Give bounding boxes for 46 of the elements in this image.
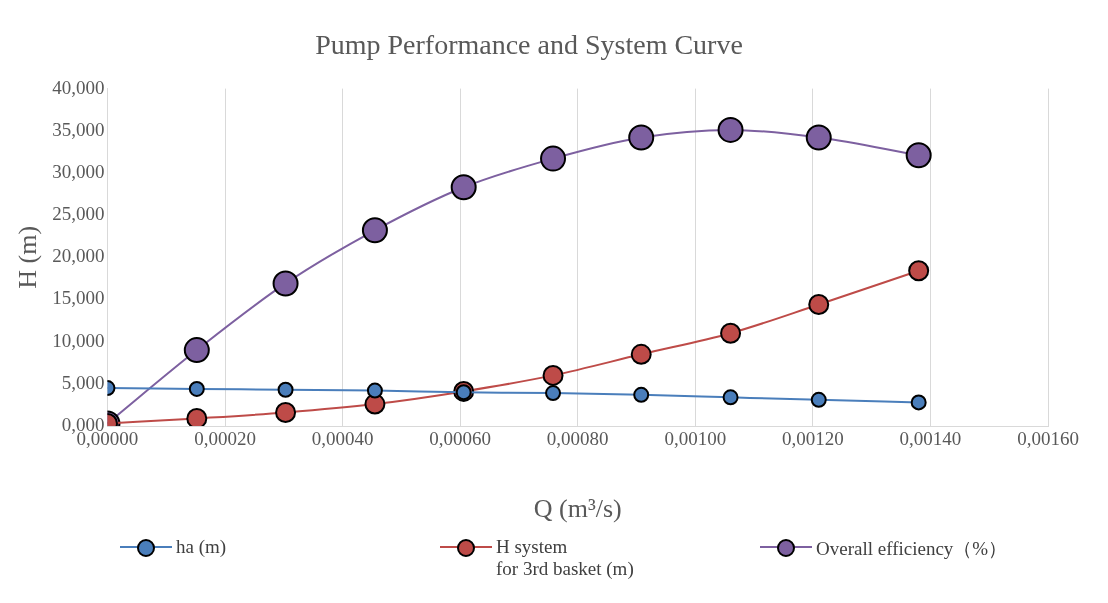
point bbox=[272, 270, 299, 297]
point bbox=[808, 294, 830, 316]
x-tick-label: 0,00100 bbox=[664, 428, 727, 450]
x-tick-label: 0,00060 bbox=[429, 428, 492, 450]
chart-title: Pump Performance and System Curve bbox=[315, 29, 743, 61]
point bbox=[545, 385, 562, 402]
y-tick-label: 40,000 bbox=[52, 76, 105, 98]
point bbox=[361, 217, 388, 244]
x-tick-label: 0,00080 bbox=[546, 428, 609, 450]
point bbox=[188, 380, 205, 397]
point bbox=[805, 124, 832, 151]
y-tick-label: 15,000 bbox=[52, 287, 105, 309]
point bbox=[540, 145, 567, 172]
y-tick-label: 35,000 bbox=[52, 118, 105, 140]
point bbox=[542, 364, 564, 386]
y-tick-label: 30,000 bbox=[52, 160, 105, 182]
x-tick-label: 0,00120 bbox=[781, 428, 844, 450]
point bbox=[450, 174, 477, 201]
x-axis-title: Q (m³/s) bbox=[533, 494, 622, 524]
point bbox=[186, 407, 208, 426]
point bbox=[722, 389, 739, 406]
point bbox=[905, 142, 932, 169]
point bbox=[720, 322, 742, 344]
x-tick-label: 0,00040 bbox=[311, 428, 374, 450]
point bbox=[366, 382, 383, 399]
point bbox=[633, 386, 650, 403]
legend-label: H system for 3rd basket (m) bbox=[496, 536, 634, 580]
y-tick-label: 10,000 bbox=[52, 329, 105, 351]
y-tick-label: 20,000 bbox=[52, 245, 105, 267]
x-tick-label: 0,00160 bbox=[1017, 428, 1079, 450]
point bbox=[183, 337, 210, 364]
legend-label: Overall efficiency（%） bbox=[816, 537, 1008, 561]
y-axis-title: H (m) bbox=[13, 225, 43, 289]
point bbox=[275, 402, 297, 423]
y-tick-label: 25,000 bbox=[52, 203, 105, 225]
legend-label: ha (m) bbox=[176, 536, 227, 558]
point bbox=[908, 260, 930, 282]
point bbox=[717, 116, 744, 143]
y-tick-label: 5,000 bbox=[61, 371, 105, 393]
x-tick-label: 0,00020 bbox=[194, 428, 256, 450]
point bbox=[277, 381, 294, 398]
x-tick-label: 0,00140 bbox=[899, 428, 962, 450]
point bbox=[628, 124, 655, 151]
point bbox=[910, 394, 927, 411]
point bbox=[810, 391, 827, 408]
point bbox=[630, 343, 652, 365]
